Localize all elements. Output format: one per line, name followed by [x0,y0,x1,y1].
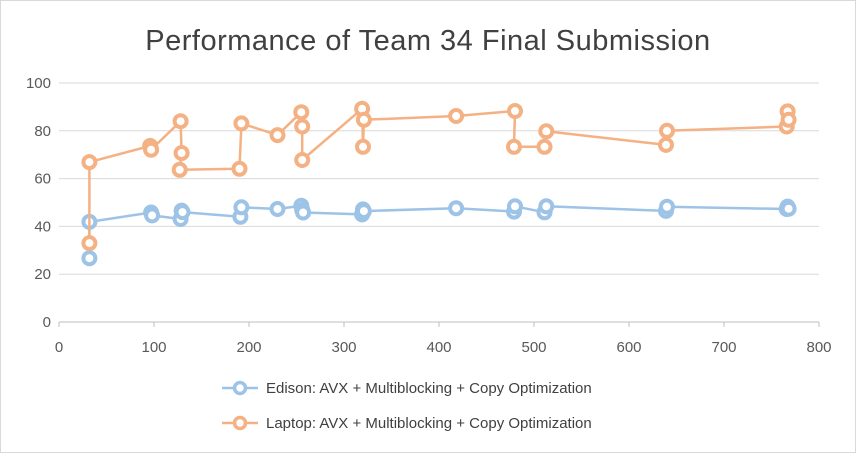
legend-label: Edison: AVX + Multiblocking + Copy Optim… [266,380,592,397]
x-tick-label: 600 [616,339,641,356]
legend-label: Laptop: AVX + Multiblocking + Copy Optim… [266,415,592,432]
data-point [658,136,674,153]
axes: 0 20 40 60 80 100 0 100 200 300 400 500 600 700 800 [26,75,832,356]
data-point [172,113,189,130]
legend-item-2: Laptop: AVX + Multiblocking + Copy Optim… [222,415,592,432]
legend-item-1: Edison: AVX + Multiblocking + Copy Optim… [222,380,592,397]
x-tick-label: 0 [55,339,63,356]
data-point [536,138,553,155]
series-2 [81,100,797,252]
data-point [355,203,372,220]
x-tick-label: 200 [236,339,261,356]
y-tick-label: 80 [34,123,51,140]
data-point [269,201,286,217]
data-point [174,204,191,221]
series-line [88,204,790,259]
data-point [507,103,523,119]
legend-marker [232,380,248,396]
data-point [355,111,372,128]
x-tick-label: 400 [426,339,451,356]
data-point [269,127,286,144]
x-tick-label: 100 [141,339,166,356]
legend: Edison: AVX + Multiblocking + Copy Optim… [222,380,592,432]
data-point [294,118,311,135]
data-point [143,141,160,158]
data-point [780,200,797,217]
y-tick-label: 100 [26,75,51,92]
data-point [538,123,555,140]
data-point [231,160,248,177]
data-point [448,108,465,124]
data-point [81,154,98,171]
data-point [780,111,797,128]
series-1 [81,197,797,267]
data-point [659,198,675,215]
data-point [81,235,98,252]
data-point [659,122,675,139]
data-point [294,152,311,168]
chart-title: Performance of Team 34 Final Submission [145,25,710,57]
x-tick-label: 300 [331,339,356,356]
y-tick-label: 0 [43,314,51,331]
y-tick-label: 20 [34,266,51,283]
data-point [355,138,371,155]
series-line [88,107,790,244]
legend-marker [232,415,248,431]
data-point [293,104,310,121]
data-point [506,138,522,155]
data-point [448,200,465,217]
data-point [144,207,161,224]
x-tick-label: 700 [711,339,736,356]
data-point [171,161,188,178]
y-tick-label: 60 [34,171,51,188]
y-tick-label: 40 [34,218,51,235]
data-point [233,115,250,132]
data-point [295,204,312,221]
data-point [81,250,98,267]
data-point [507,198,523,215]
data-point [538,198,555,215]
x-tick-label: 500 [521,339,546,356]
data-point [173,145,190,161]
data-point [233,199,250,216]
x-tick-label: 800 [806,339,831,356]
series-layer [81,100,797,267]
